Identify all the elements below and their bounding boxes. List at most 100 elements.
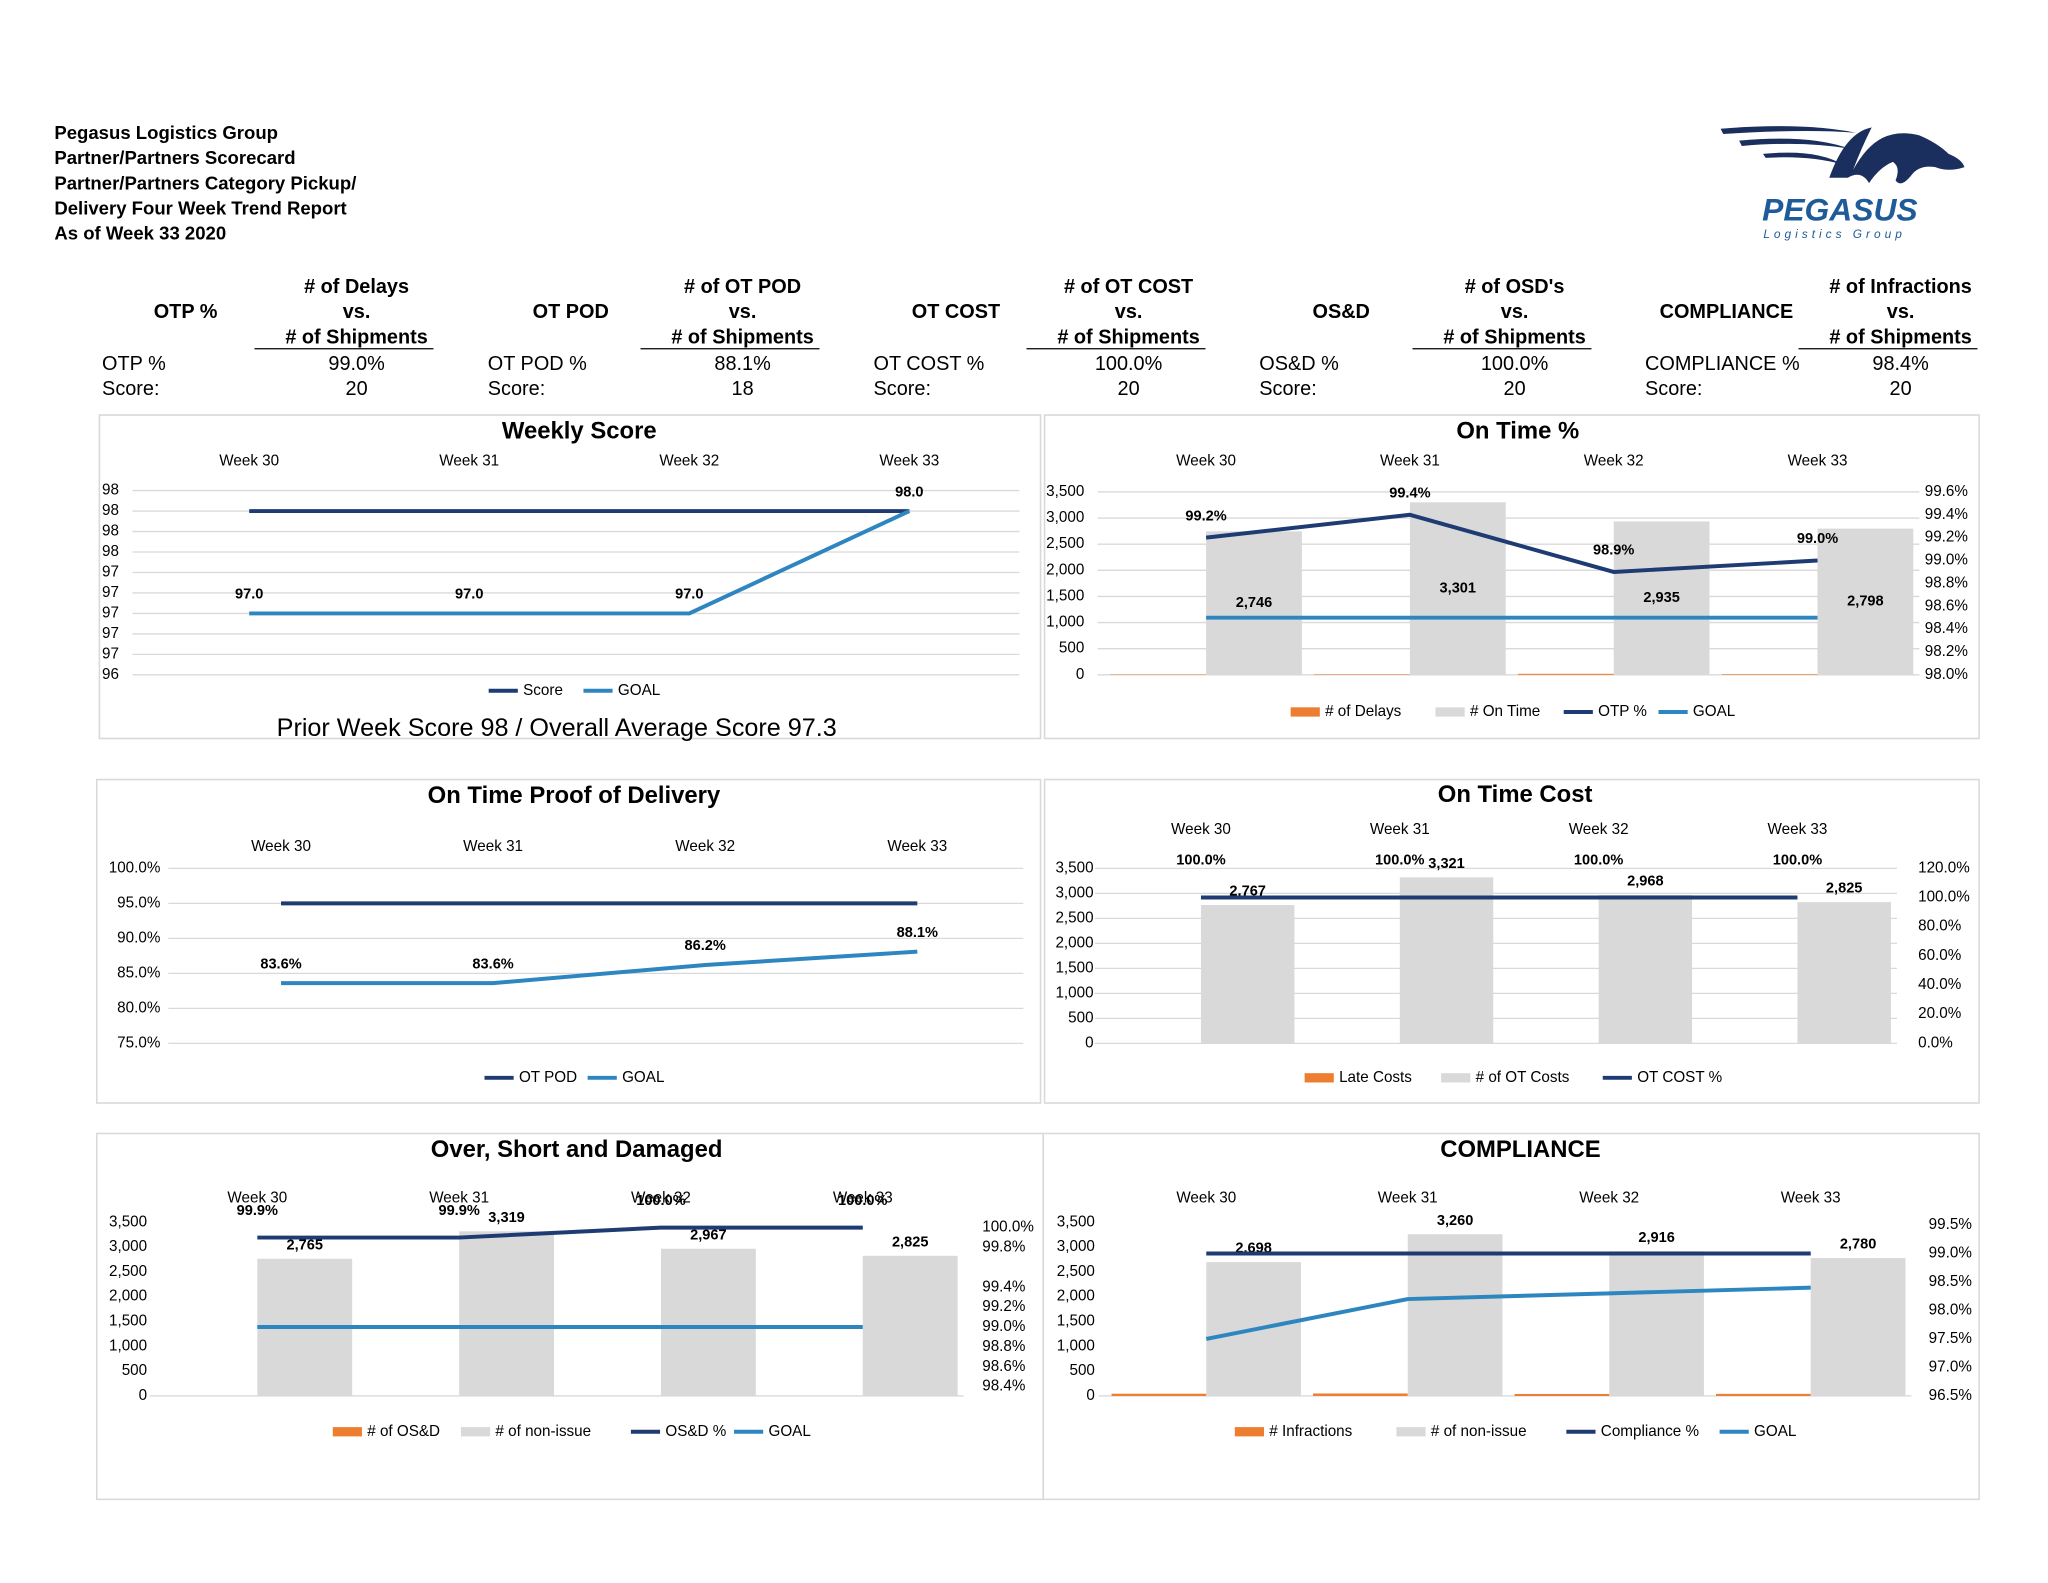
bar bbox=[459, 1231, 554, 1396]
data-label: 97.0 bbox=[235, 587, 263, 603]
summary-row-value: 100.0% bbox=[1095, 353, 1162, 375]
logo-wing bbox=[1739, 138, 1850, 149]
x-tick-label: Week 32 bbox=[631, 1189, 691, 1206]
y2-tick-label: 99.4% bbox=[1925, 506, 1968, 523]
legend-label: GOAL bbox=[768, 1423, 810, 1440]
y-tick-label: 97 bbox=[102, 584, 119, 601]
y2-tick-label: 100.0% bbox=[982, 1219, 1034, 1236]
header: Pegasus Logistics Group Partner/Partners… bbox=[54, 122, 356, 244]
bar bbox=[660, 1248, 756, 1396]
data-label: 100.0% bbox=[838, 1193, 887, 1209]
y-tick-label: 90.0% bbox=[117, 929, 160, 946]
y-tick-label: 0 bbox=[1085, 1034, 1093, 1051]
bar bbox=[1716, 1393, 1811, 1396]
bar bbox=[1598, 894, 1693, 1044]
y2-tick-label: 100.0% bbox=[1918, 889, 1970, 906]
x-tick-label: Week 32 bbox=[1569, 821, 1629, 838]
bar bbox=[1206, 531, 1302, 675]
header-line: As of Week 33 2020 bbox=[54, 223, 226, 244]
y2-tick-label: 20.0% bbox=[1918, 1005, 1961, 1022]
summary-measure: # of Delays bbox=[304, 276, 409, 298]
y-tick-label: 97 bbox=[102, 645, 119, 662]
panel bbox=[1043, 778, 1980, 1104]
legend-label: Score bbox=[523, 682, 563, 699]
y-tick-label: 0 bbox=[1086, 1387, 1094, 1404]
summary-title: COMPLIANCE bbox=[1660, 301, 1794, 323]
y2-tick-label: 98.2% bbox=[1925, 643, 1968, 660]
summary-row-label: OTP % bbox=[102, 353, 166, 375]
summary-title: OTP % bbox=[154, 301, 218, 323]
legend-label: Compliance % bbox=[1601, 1423, 1699, 1440]
y-tick-label: 2,000 bbox=[109, 1288, 147, 1305]
y-tick-label: 97 bbox=[102, 604, 119, 621]
x-tick-label: Week 31 bbox=[429, 1189, 489, 1206]
x-tick-label: Week 32 bbox=[659, 452, 719, 469]
header-line: Delivery Four Week Trend Report bbox=[54, 197, 346, 218]
data-label: 100.0% bbox=[1375, 852, 1424, 868]
y-tick-label: 3,500 bbox=[1057, 1213, 1095, 1230]
data-label: 83.6% bbox=[260, 956, 301, 972]
summary-measure: # of Shipments bbox=[1057, 326, 1199, 348]
bar bbox=[1721, 674, 1818, 675]
legend-label: # On Time bbox=[1470, 703, 1540, 720]
summary-row-label: Score: bbox=[1259, 378, 1316, 400]
y-tick-label: 1,500 bbox=[1046, 587, 1084, 604]
y2-tick-label: 98.0% bbox=[1929, 1301, 1972, 1318]
y2-tick-label: 98.6% bbox=[982, 1358, 1025, 1375]
summary-measure: # of OT POD bbox=[684, 276, 801, 298]
data-label: 88.1% bbox=[897, 925, 938, 941]
bar bbox=[1609, 1251, 1704, 1396]
summary-row-value: 20 bbox=[1890, 378, 1912, 400]
legend-label: # Infractions bbox=[1269, 1423, 1352, 1440]
legend-swatch bbox=[1441, 1073, 1471, 1083]
data-label: 86.2% bbox=[685, 938, 726, 954]
data-label: 100.0% bbox=[1574, 852, 1623, 868]
legend-label: # of non-issue bbox=[1431, 1423, 1527, 1440]
bar bbox=[1313, 1393, 1408, 1396]
x-tick-label: Week 30 bbox=[1176, 1189, 1236, 1206]
y2-tick-label: 40.0% bbox=[1918, 976, 1961, 993]
data-label: 2,746 bbox=[1236, 595, 1272, 611]
summary-measure: vs. bbox=[1115, 301, 1143, 323]
bar bbox=[1517, 673, 1614, 675]
chart-title: COMPLIANCE bbox=[1440, 1136, 1600, 1163]
legend-swatch bbox=[1435, 707, 1465, 717]
panel bbox=[1043, 414, 1980, 740]
y-tick-label: 98 bbox=[102, 543, 119, 560]
x-tick-label: Week 33 bbox=[1768, 821, 1828, 838]
summary-row-label: OT POD % bbox=[488, 353, 587, 375]
data-label: 98.0 bbox=[895, 484, 923, 500]
summary-row-label: Score: bbox=[102, 378, 159, 400]
legend-swatch bbox=[1304, 1073, 1334, 1083]
header-line: Pegasus Logistics Group bbox=[54, 122, 278, 143]
x-tick-label: Week 31 bbox=[1380, 452, 1440, 469]
panel bbox=[98, 414, 1042, 740]
summary-measure: vs. bbox=[1501, 301, 1529, 323]
y2-tick-label: 120.0% bbox=[1918, 859, 1970, 876]
summary-title: OT COST bbox=[912, 301, 1000, 323]
y-tick-label: 2,000 bbox=[1046, 561, 1084, 578]
summary-measure: # of Shipments bbox=[285, 326, 427, 348]
data-label: 2,916 bbox=[1638, 1230, 1674, 1246]
line bbox=[257, 1225, 863, 1240]
x-tick-label: Week 32 bbox=[1584, 452, 1644, 469]
summary-measure: # of Shipments bbox=[1829, 326, 1971, 348]
y-tick-label: 2,500 bbox=[1057, 1263, 1095, 1280]
line bbox=[1205, 512, 1818, 574]
x-tick-label: Week 33 bbox=[833, 1189, 893, 1206]
data-label: 100.0% bbox=[1176, 852, 1225, 868]
legend-swatch bbox=[1234, 1427, 1264, 1437]
bar bbox=[1409, 502, 1506, 675]
legend-label: Late Costs bbox=[1339, 1069, 1412, 1086]
legend-label: GOAL bbox=[1693, 703, 1735, 720]
legend-swatch bbox=[1290, 707, 1320, 717]
y-tick-label: 1,000 bbox=[1057, 1337, 1095, 1354]
data-label: 2,825 bbox=[892, 1234, 928, 1250]
y2-tick-label: 98.4% bbox=[982, 1378, 1025, 1395]
x-tick-label: Week 31 bbox=[463, 838, 523, 855]
y-tick-label: 3,000 bbox=[1046, 509, 1084, 526]
x-tick-label: Week 30 bbox=[1176, 452, 1236, 469]
data-label: 97.0 bbox=[675, 587, 703, 603]
